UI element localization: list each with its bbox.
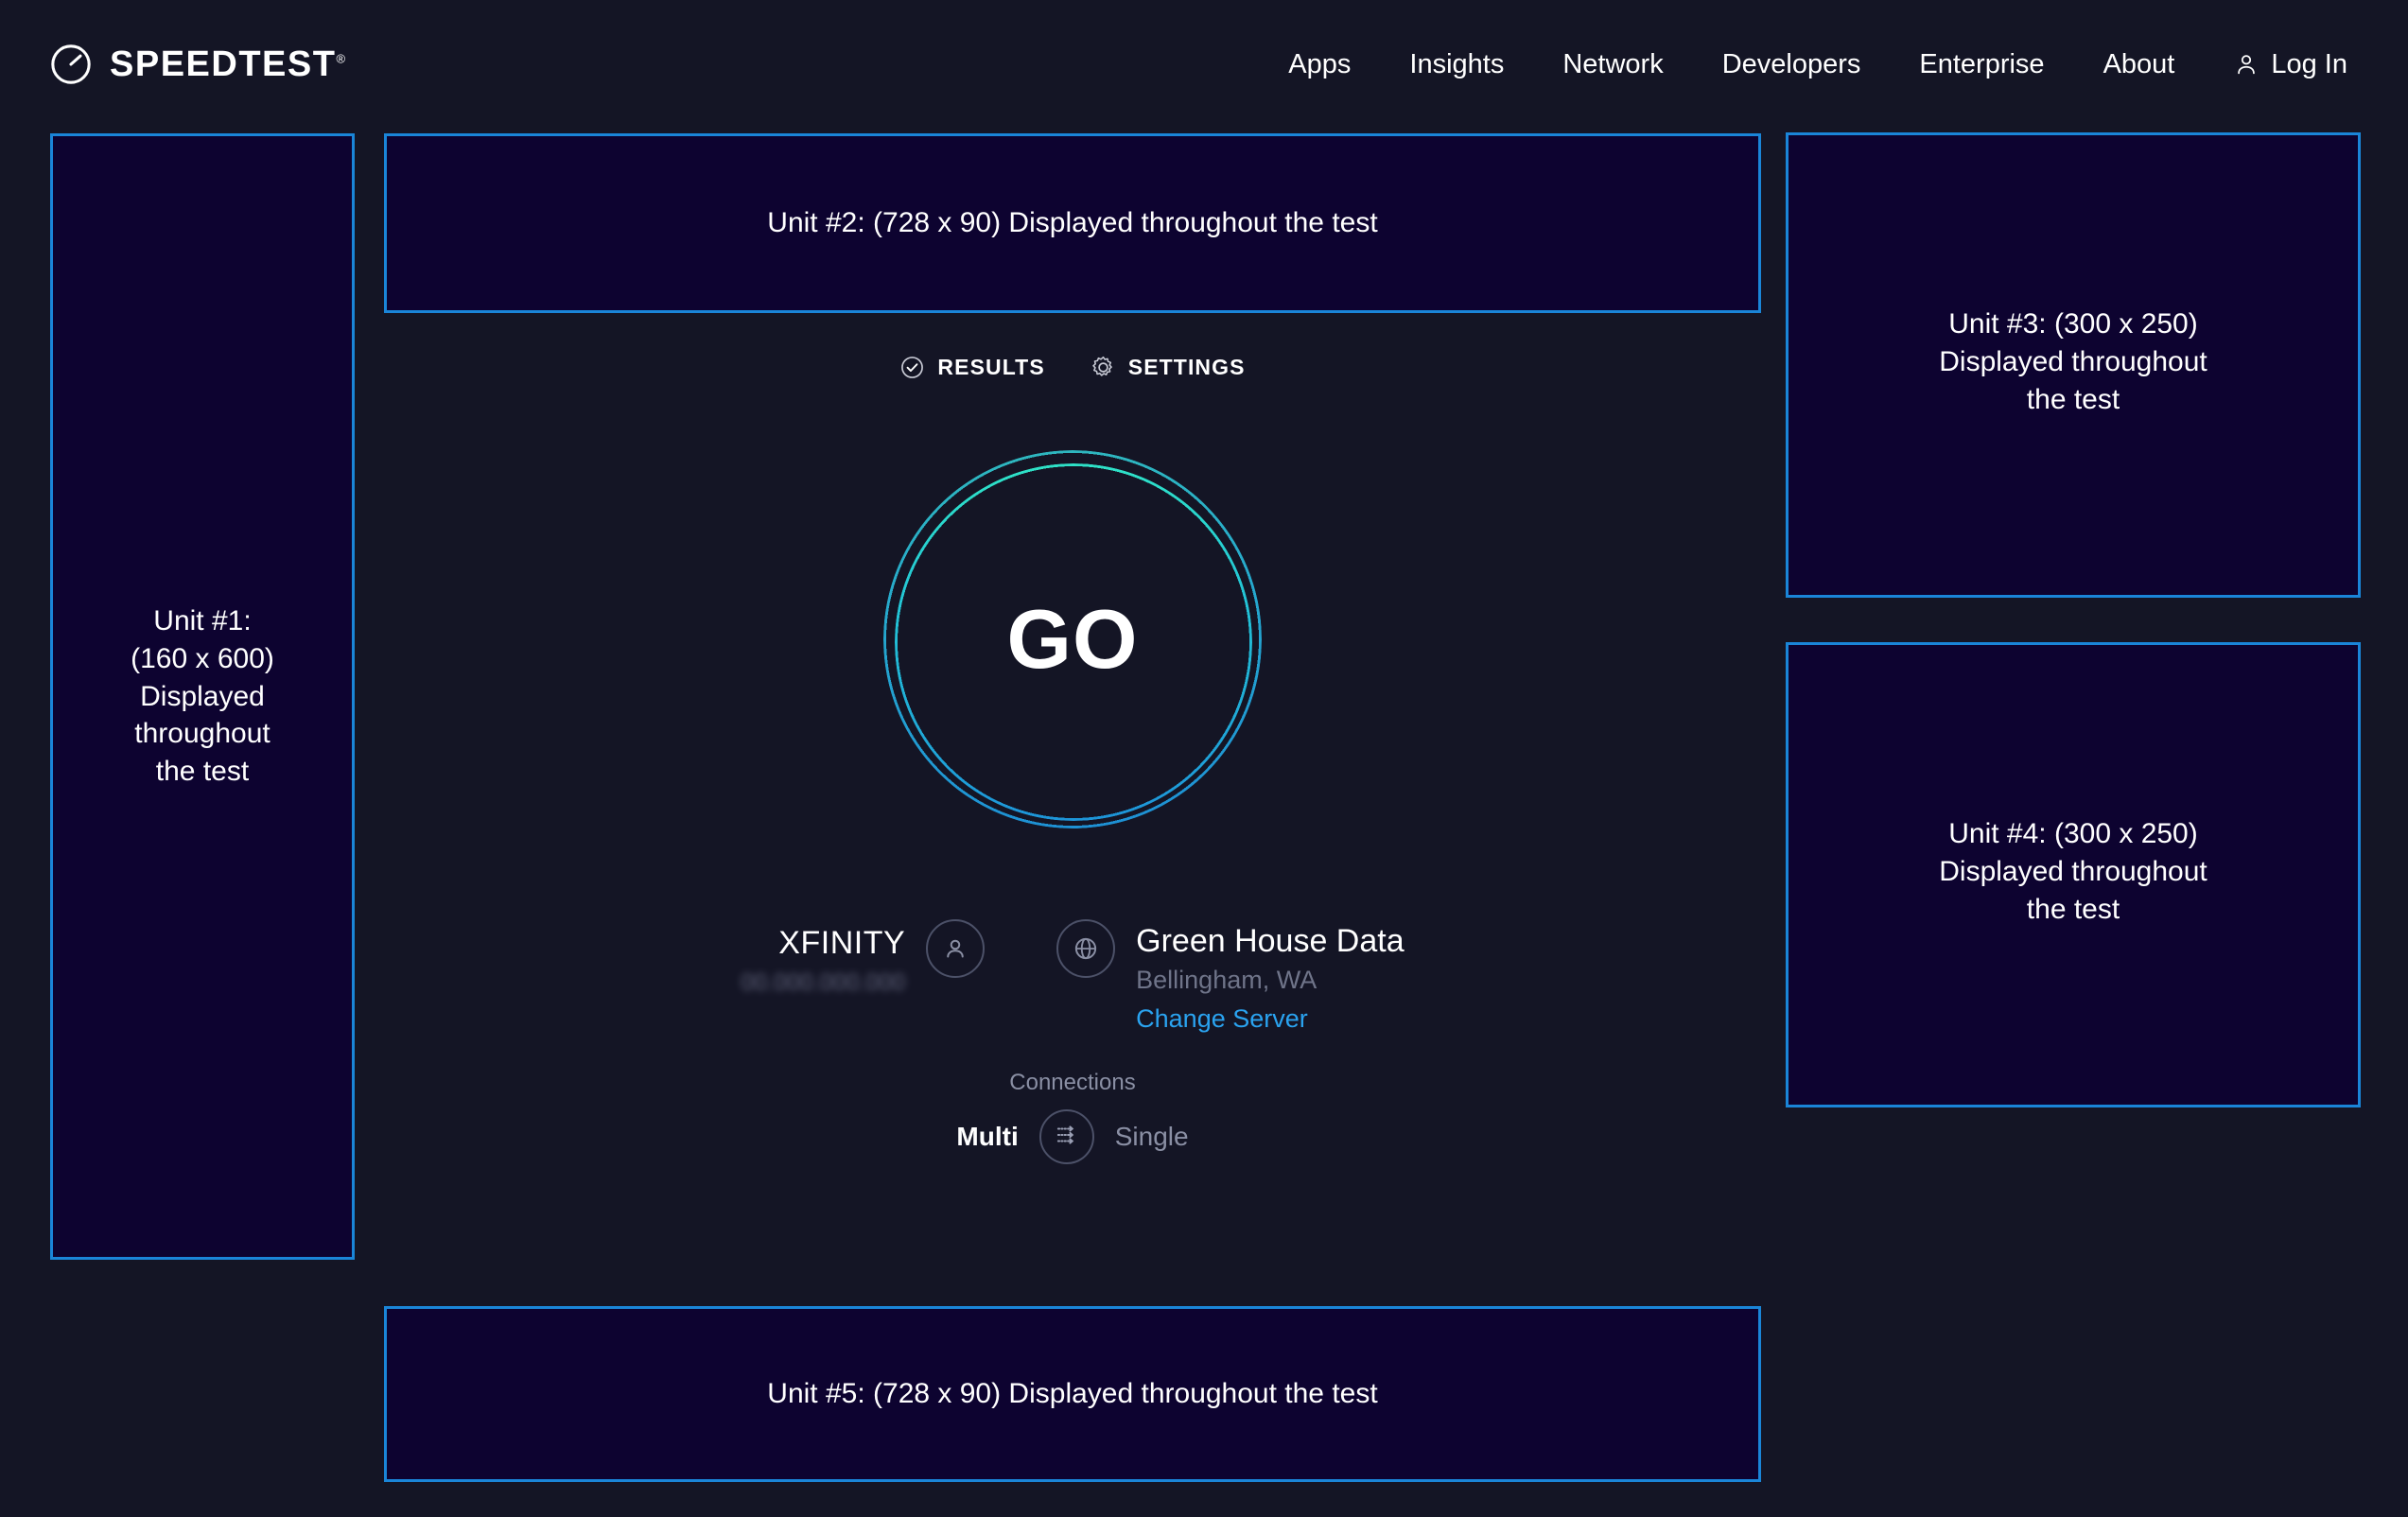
nav-item-developers[interactable]: Developers [1721, 48, 1861, 79]
ad-unit-1-label: Unit #1: (160 x 600) Displayed throughou… [131, 604, 274, 788]
go-ring-inner [895, 463, 1252, 821]
speedtest-main: RESULTS SETTINGS GO XFINI [384, 313, 1761, 1164]
check-circle-icon [899, 355, 925, 380]
go-button[interactable]: GO [883, 450, 1262, 828]
user-icon [2233, 51, 2260, 78]
server-name: Green House Data [1136, 923, 1405, 959]
ad-unit-1[interactable]: Unit #1: (160 x 600) Displayed throughou… [50, 133, 355, 1260]
connections-switch[interactable] [1038, 1109, 1094, 1164]
connections-section: Connections Multi [956, 1070, 1189, 1164]
nav-item-insights[interactable]: Insights [1409, 48, 1505, 79]
connections-toggle: Multi [956, 1109, 1189, 1164]
main-navigation: Apps Insights Network Developers Enterpr… [1288, 49, 2347, 80]
isp-name: XFINITY [778, 925, 906, 961]
change-server-link[interactable]: Change Server [1136, 1004, 1308, 1033]
settings-button[interactable]: SETTINGS [1091, 355, 1246, 380]
server-location: Bellingham, WA [1136, 966, 1317, 994]
ad-unit-5-label: Unit #5: (728 x 90) Displayed throughout… [767, 1378, 1378, 1410]
login-button[interactable]: Log In [2233, 49, 2347, 80]
nav-item-apps[interactable]: Apps [1288, 48, 1352, 79]
ad-unit-4[interactable]: Unit #4: (300 x 250) Displayed throughou… [1786, 642, 2361, 1107]
test-toolbar: RESULTS SETTINGS [899, 355, 1245, 380]
logo-text: SPEEDTEST® [110, 44, 345, 85]
trademark-symbol: ® [336, 50, 346, 65]
speedometer-icon [49, 43, 93, 86]
ad-unit-5[interactable]: Unit #5: (728 x 90) Displayed throughout… [384, 1306, 1761, 1482]
ad-unit-3[interactable]: Unit #3: (300 x 250) Displayed throughou… [1786, 132, 2361, 598]
gear-icon [1091, 355, 1116, 380]
globe-icon-circle [1056, 919, 1116, 978]
connection-info: XFINITY 00.000.000.000 [741, 919, 1405, 1034]
results-button[interactable]: RESULTS [899, 355, 1044, 380]
results-label: RESULTS [937, 355, 1045, 379]
go-button-label: GO [1006, 592, 1139, 686]
settings-label: SETTINGS [1127, 355, 1246, 379]
nav-item-enterprise[interactable]: Enterprise [1919, 48, 2045, 79]
isp-ip-address: 00.000.000.000 [741, 969, 906, 996]
ad-unit-2[interactable]: Unit #2: (728 x 90) Displayed throughout… [384, 133, 1761, 313]
nav-item-about[interactable]: About [2103, 48, 2175, 79]
ad-unit-2-label: Unit #2: (728 x 90) Displayed throughout… [767, 207, 1378, 239]
isp-text: XFINITY 00.000.000.000 [741, 919, 905, 997]
site-header: SPEEDTEST® Apps Insights Network Develop… [0, 0, 2408, 129]
speedtest-logo[interactable]: SPEEDTEST® [49, 43, 345, 86]
nav-item-network[interactable]: Network [1562, 48, 1664, 79]
logo-wordmark: SPEEDTEST [110, 44, 337, 84]
connections-title: Connections [1009, 1070, 1136, 1095]
isp-block[interactable]: XFINITY 00.000.000.000 [741, 919, 986, 997]
server-text: Green House Data Bellingham, WA Change S… [1136, 919, 1405, 1034]
person-icon-circle [926, 919, 986, 978]
login-label: Log In [2271, 48, 2347, 79]
connections-option-multi[interactable]: Multi [956, 1122, 1019, 1151]
server-block: Green House Data Bellingham, WA Change S… [1056, 919, 1405, 1034]
ad-unit-3-label: Unit #3: (300 x 250) Displayed throughou… [1939, 308, 2207, 415]
ad-unit-4-label: Unit #4: (300 x 250) Displayed throughou… [1939, 818, 2207, 925]
multi-arrows-icon [1051, 1119, 1083, 1156]
connections-option-single[interactable]: Single [1114, 1122, 1189, 1151]
